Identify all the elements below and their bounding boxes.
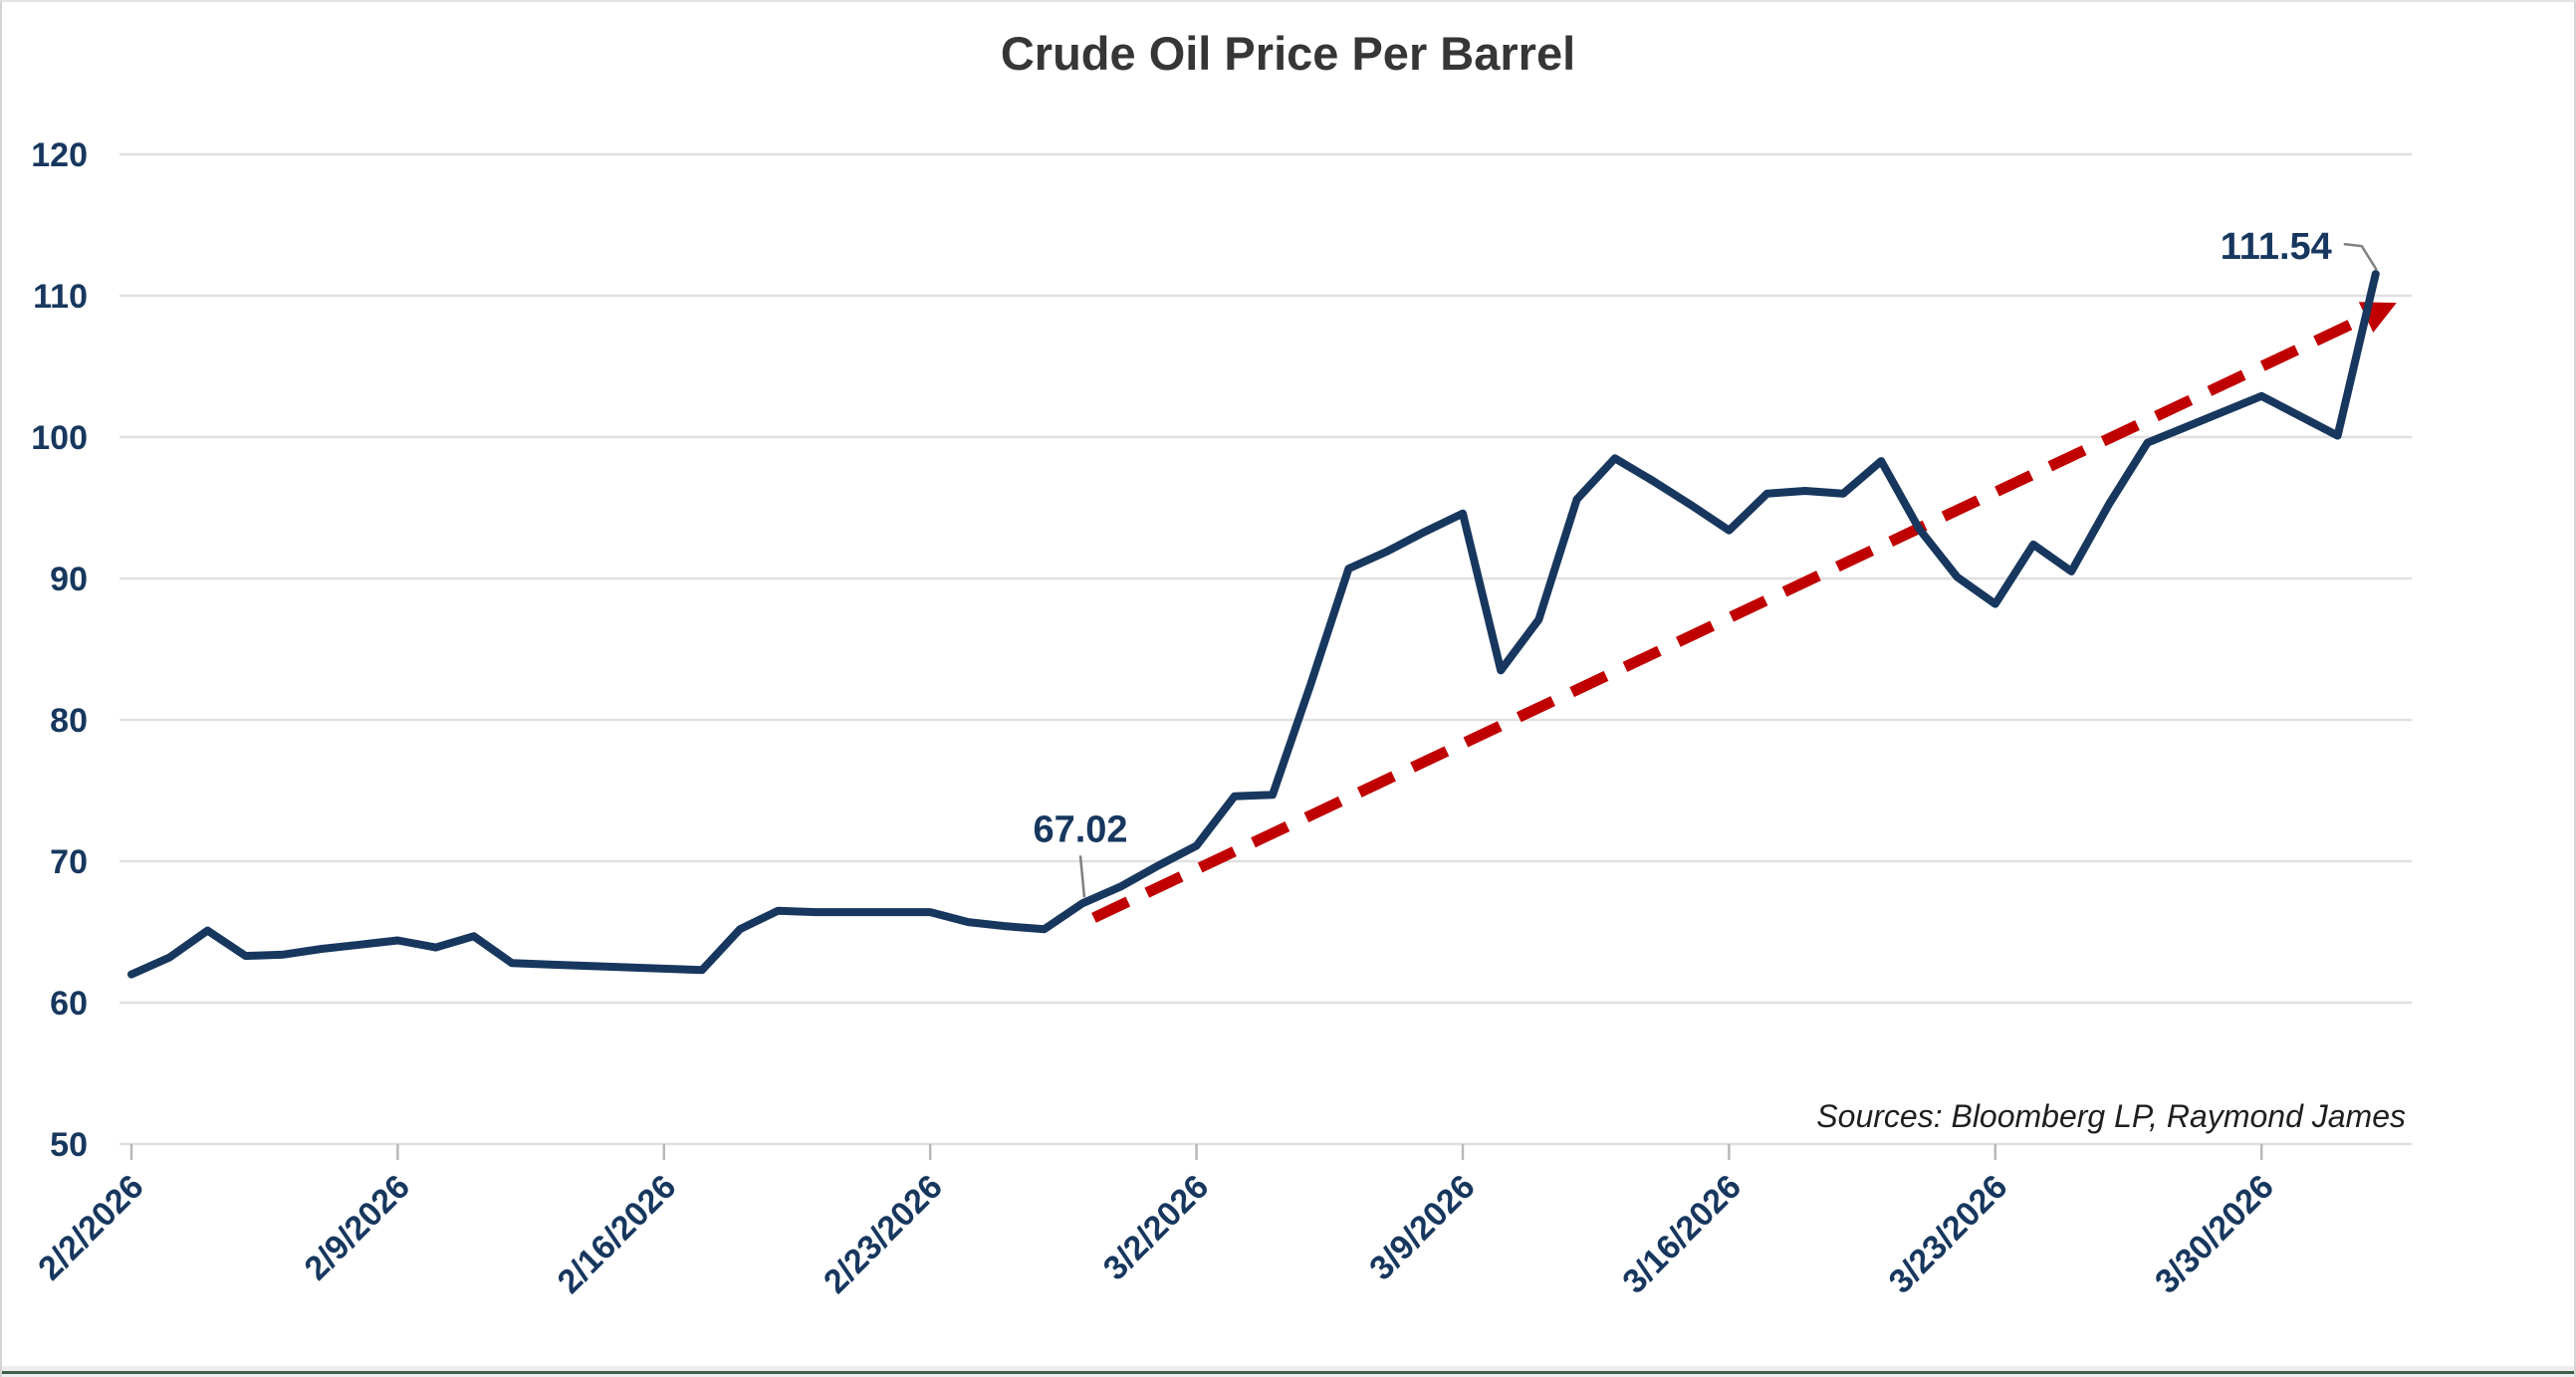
x-axis-label: 2/9/2026 bbox=[298, 1168, 417, 1287]
x-axis-label: 3/23/2026 bbox=[1882, 1168, 2015, 1301]
y-axis-label-50: 50 bbox=[50, 1126, 88, 1164]
y-axis-label-90: 90 bbox=[50, 561, 88, 598]
bottom-accent-line bbox=[2, 1371, 2574, 1374]
y-axis-label-80: 80 bbox=[50, 702, 88, 740]
y-axis-label-110: 110 bbox=[33, 278, 88, 316]
x-axis-label: 3/2/2026 bbox=[1096, 1168, 1216, 1287]
y-axis-label-70: 70 bbox=[50, 843, 88, 881]
annotation-leader-67 bbox=[1078, 855, 1086, 898]
sources-note: Sources: Bloomberg LP, Raymond James bbox=[1816, 1098, 2406, 1134]
x-axis-label: 3/16/2026 bbox=[1615, 1168, 1749, 1301]
x-axis-label: 2/2/2026 bbox=[31, 1168, 150, 1287]
x-axis-label: 3/9/2026 bbox=[1362, 1168, 1482, 1287]
x-axis-label: 3/30/2026 bbox=[2148, 1168, 2281, 1301]
page-title: Crude Oil Price Per Barrel bbox=[1000, 27, 1576, 80]
x-axis-label: 2/16/2026 bbox=[551, 1168, 684, 1301]
y-axis-label-120: 120 bbox=[31, 136, 88, 174]
annotation-label-111: 111.54 bbox=[2221, 226, 2332, 268]
trend-line bbox=[1091, 312, 2369, 923]
price-series-line bbox=[127, 270, 2380, 979]
y-axis-label-60: 60 bbox=[50, 985, 88, 1023]
annotation-leader-111 bbox=[2343, 242, 2378, 271]
x-axis-label: 2/23/2026 bbox=[817, 1168, 950, 1301]
y-axis-label-100: 100 bbox=[31, 419, 88, 457]
annotation-label-67: 67.02 bbox=[1033, 808, 1127, 850]
